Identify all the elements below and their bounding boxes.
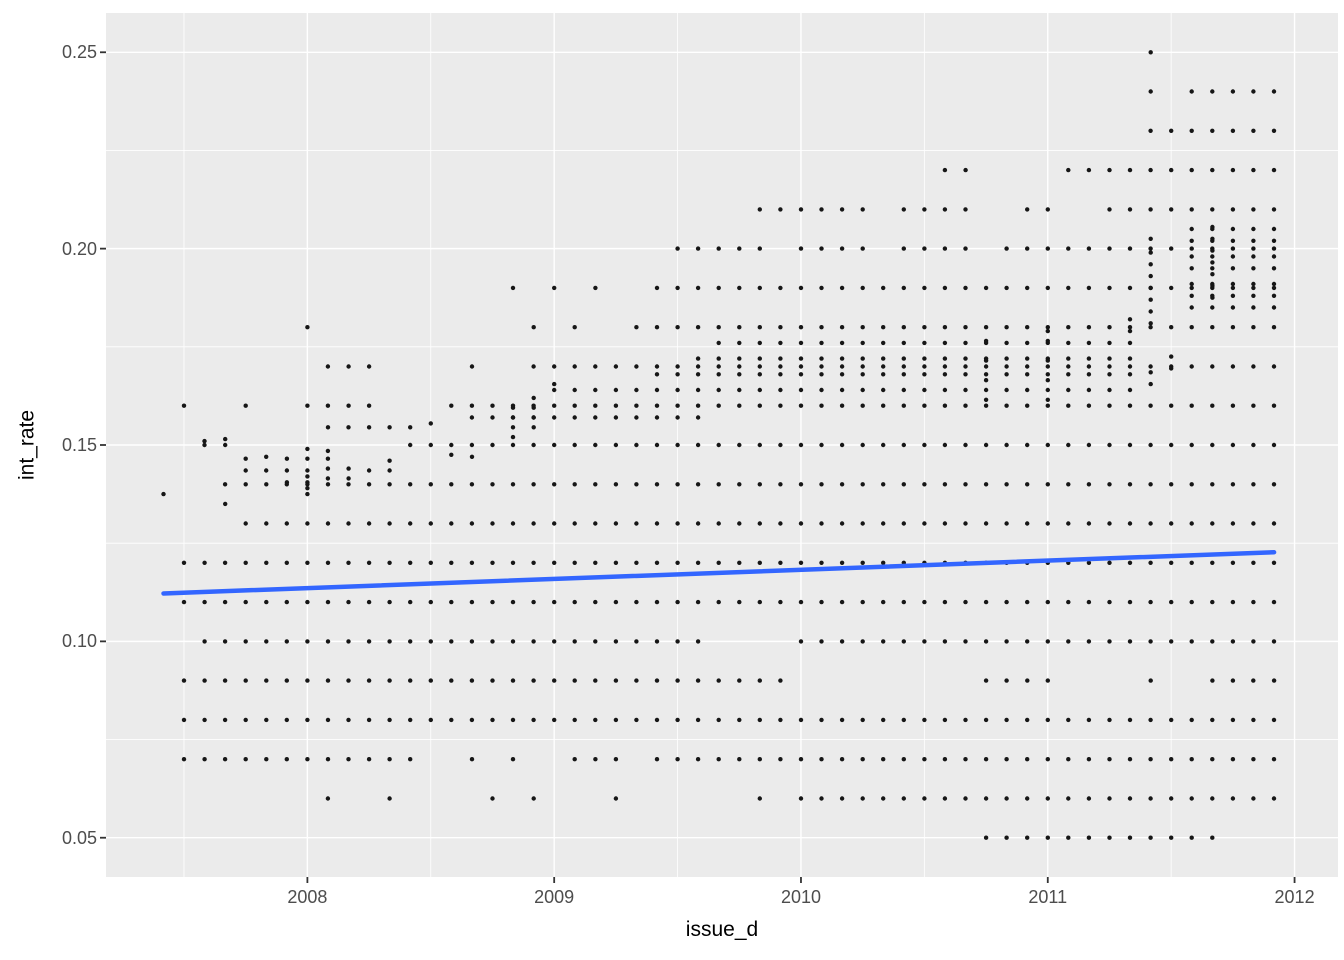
scatter-points (161, 50, 1277, 840)
y-axis-title: int_rate (15, 409, 39, 481)
x-tick-label: 2012 (1274, 887, 1315, 907)
y-tick-label: 0.10 (61, 631, 97, 652)
x-tick-label: 2010 (780, 887, 821, 907)
x-tick-label: 2011 (1028, 887, 1068, 907)
axis-tick-marks (100, 51, 1296, 883)
x-tick-label: 2008 (287, 887, 328, 907)
y-tick-label: 0.20 (61, 238, 97, 259)
y-tick-label: 0.15 (61, 435, 97, 455)
trend-line (161, 549, 1277, 596)
y-tick-label: 0.25 (61, 42, 97, 63)
x-tick-label: 2009 (534, 887, 575, 907)
x-axis-title: issue_d (685, 918, 759, 941)
y-tick-label: 0.05 (61, 827, 97, 848)
